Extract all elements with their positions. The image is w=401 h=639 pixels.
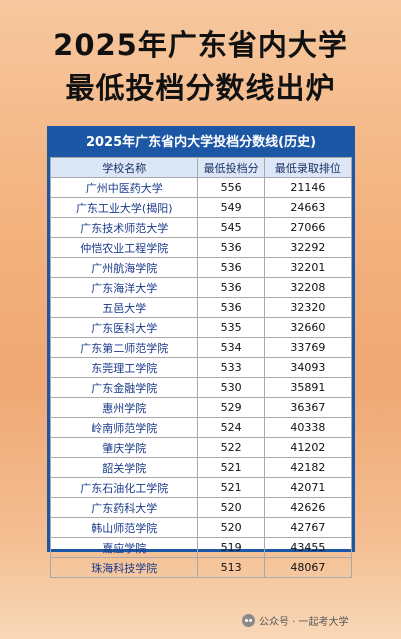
cell-school: 广东金融学院 bbox=[49, 377, 199, 398]
table-row: 广东第二师范学院 534 33769 bbox=[49, 337, 353, 358]
table-row: 仲恺农业工程学院 536 32292 bbox=[49, 237, 353, 258]
cell-rank: 42182 bbox=[263, 457, 353, 478]
cell-rank: 43455 bbox=[263, 537, 353, 558]
cell-score: 520 bbox=[197, 497, 265, 518]
cell-rank: 34093 bbox=[263, 357, 353, 378]
table-header-row: 学校名称 最低投档分 最低录取排位 bbox=[49, 157, 353, 178]
cell-rank: 33769 bbox=[263, 337, 353, 358]
table-row: 广东医科大学 535 32660 bbox=[49, 317, 353, 338]
table-title: 2025年广东省内大学投档分数线(历史) bbox=[50, 129, 352, 157]
table-row: 广东工业大学(揭阳) 549 24663 bbox=[49, 197, 353, 218]
cell-score: 520 bbox=[197, 517, 265, 538]
cell-rank: 41202 bbox=[263, 437, 353, 458]
cell-school: 韶关学院 bbox=[49, 457, 199, 478]
table-row: 惠州学院 529 36367 bbox=[49, 397, 353, 418]
cell-score: 521 bbox=[197, 457, 265, 478]
footer-watermark: 公众号 · 一起考大学 bbox=[242, 613, 349, 628]
table-row: 珠海科技学院 513 48067 bbox=[49, 557, 353, 578]
cell-school: 广东医科大学 bbox=[49, 317, 199, 338]
cell-school: 广东技术师范大学 bbox=[49, 217, 199, 238]
table-row: 韩山师范学院 520 42767 bbox=[49, 517, 353, 538]
cell-rank: 24663 bbox=[263, 197, 353, 218]
cell-school: 肇庆学院 bbox=[49, 437, 199, 458]
cell-score: 519 bbox=[197, 537, 265, 558]
cell-rank: 27066 bbox=[263, 217, 353, 238]
cell-rank: 40338 bbox=[263, 417, 353, 438]
table-row: 东莞理工学院 533 34093 bbox=[49, 357, 353, 378]
cell-score: 529 bbox=[197, 397, 265, 418]
cell-school: 惠州学院 bbox=[49, 397, 199, 418]
cell-score: 536 bbox=[197, 277, 265, 298]
table-row: 广东技术师范大学 545 27066 bbox=[49, 217, 353, 238]
cell-school: 广东第二师范学院 bbox=[49, 337, 199, 358]
header-score: 最低投档分 bbox=[197, 157, 265, 178]
cell-school: 东莞理工学院 bbox=[49, 357, 199, 378]
cell-score: 536 bbox=[197, 297, 265, 318]
table-row: 五邑大学 536 32320 bbox=[49, 297, 353, 318]
cell-school: 广东海洋大学 bbox=[49, 277, 199, 298]
cell-rank: 48067 bbox=[263, 557, 353, 578]
table-row: 广东石油化工学院 521 42071 bbox=[49, 477, 353, 498]
score-table: 学校名称 最低投档分 最低录取排位 广州中医药大学 556 21146 广东工业大学(… bbox=[49, 157, 353, 578]
cell-school: 广东工业大学(揭阳) bbox=[49, 197, 199, 218]
cell-rank: 32292 bbox=[263, 237, 353, 258]
cell-score: 533 bbox=[197, 357, 265, 378]
cell-rank: 42767 bbox=[263, 517, 353, 538]
cell-score: 521 bbox=[197, 477, 265, 498]
headline-line2: 最低投档分数线出炉 bbox=[65, 71, 336, 105]
cell-score: 513 bbox=[197, 557, 265, 578]
cell-rank: 42626 bbox=[263, 497, 353, 518]
cell-rank: 32660 bbox=[263, 317, 353, 338]
table-row: 岭南师范学院 524 40338 bbox=[49, 417, 353, 438]
cell-school: 仲恺农业工程学院 bbox=[49, 237, 199, 258]
cell-school: 广州中医药大学 bbox=[49, 177, 199, 198]
cell-rank: 42071 bbox=[263, 477, 353, 498]
cell-score: 556 bbox=[197, 177, 265, 198]
table-row: 肇庆学院 522 41202 bbox=[49, 437, 353, 458]
cell-school: 五邑大学 bbox=[49, 297, 199, 318]
cell-school: 广东药科大学 bbox=[49, 497, 199, 518]
table-row: 广东药科大学 520 42626 bbox=[49, 497, 353, 518]
score-table-card: 2025年广东省内大学投档分数线(历史) 学校名称 最低投档分 最低录取排位 广… bbox=[47, 126, 355, 578]
cell-rank: 21146 bbox=[263, 177, 353, 198]
cell-rank: 32320 bbox=[263, 297, 353, 318]
cell-rank: 32201 bbox=[263, 257, 353, 278]
cell-school: 广东石油化工学院 bbox=[49, 477, 199, 498]
footer-text: 公众号 · 一起考大学 bbox=[259, 617, 349, 628]
table-row: 广州航海学院 536 32201 bbox=[49, 257, 353, 278]
cell-score: 522 bbox=[197, 437, 265, 458]
cell-score: 524 bbox=[197, 417, 265, 438]
table-row: 嘉应学院 519 43455 bbox=[49, 537, 353, 558]
cell-school: 嘉应学院 bbox=[49, 537, 199, 558]
table-row: 广州中医药大学 556 21146 bbox=[49, 177, 353, 198]
cell-rank: 35891 bbox=[263, 377, 353, 398]
table-row: 广东金融学院 530 35891 bbox=[49, 377, 353, 398]
cell-score: 530 bbox=[197, 377, 265, 398]
headline-line1: 2025年广东省内大学 bbox=[53, 28, 348, 62]
cell-score: 536 bbox=[197, 237, 265, 258]
wechat-icon bbox=[242, 614, 255, 627]
cell-rank: 32208 bbox=[263, 277, 353, 298]
cell-score: 535 bbox=[197, 317, 265, 338]
header-school: 学校名称 bbox=[49, 157, 199, 178]
cell-rank: 36367 bbox=[263, 397, 353, 418]
table-row: 韶关学院 521 42182 bbox=[49, 457, 353, 478]
cell-school: 广州航海学院 bbox=[49, 257, 199, 278]
cell-score: 536 bbox=[197, 257, 265, 278]
cell-score: 545 bbox=[197, 217, 265, 238]
cell-school: 珠海科技学院 bbox=[49, 557, 199, 578]
cell-school: 韩山师范学院 bbox=[49, 517, 199, 538]
cell-score: 534 bbox=[197, 337, 265, 358]
table-row: 广东海洋大学 536 32208 bbox=[49, 277, 353, 298]
cell-score: 549 bbox=[197, 197, 265, 218]
header-rank: 最低录取排位 bbox=[263, 157, 353, 178]
cell-school: 岭南师范学院 bbox=[49, 417, 199, 438]
